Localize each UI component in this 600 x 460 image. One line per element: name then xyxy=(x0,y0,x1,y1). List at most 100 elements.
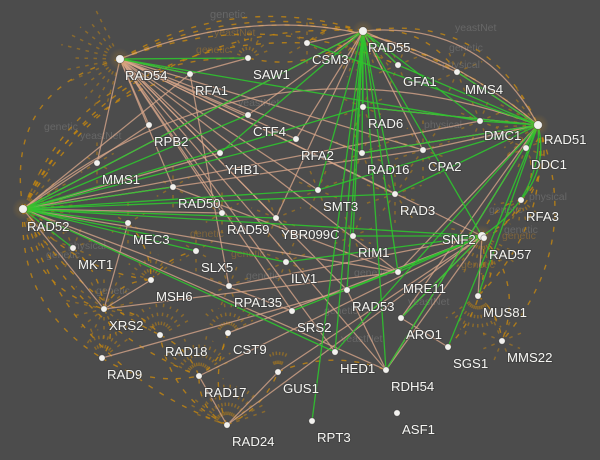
edge-RAD24-RAD17-other xyxy=(198,375,228,426)
node-label-MKT1: MKT1 xyxy=(78,257,113,272)
edge-RAD54-RAD51-physical xyxy=(119,24,539,126)
node-ARO1[interactable] xyxy=(397,314,405,322)
node-RAD17[interactable] xyxy=(195,372,203,380)
node-RAD51[interactable] xyxy=(533,120,543,130)
node-CSM3[interactable] xyxy=(303,39,311,47)
node-label-RAD17: RAD17 xyxy=(204,385,247,400)
node-CST9[interactable] xyxy=(224,329,232,337)
node-label-CSM3: CSM3 xyxy=(312,52,349,67)
node-label-RAD9: RAD9 xyxy=(107,367,142,382)
node-SRS2[interactable] xyxy=(288,307,296,315)
node-RAD54[interactable] xyxy=(115,54,125,64)
node-label-SRS2: SRS2 xyxy=(297,320,331,335)
node-SLX5[interactable] xyxy=(192,247,200,255)
dash-burst-MMS1 xyxy=(80,142,115,184)
node-MKT1[interactable] xyxy=(69,244,77,252)
node-RFA1[interactable] xyxy=(186,70,194,78)
node-RIM1[interactable] xyxy=(349,232,357,240)
node-RAD52[interactable] xyxy=(18,204,28,214)
edge-RAD55-SMT3-genetic xyxy=(317,30,364,191)
node-DMC1[interactable] xyxy=(476,117,484,125)
edge-SNF2-MMS22-other xyxy=(481,235,511,342)
node-CTF4[interactable] xyxy=(244,111,252,119)
edge-ARO1-SGS1-physical xyxy=(400,317,449,348)
dash-burst-MMS22 xyxy=(478,319,526,364)
edge-RAD52-DMC1-physical xyxy=(22,120,481,210)
edge-RAD51-HED1-genetic xyxy=(334,124,539,353)
edge-RAD24-RAD18-other xyxy=(159,334,228,426)
node-ASF1[interactable] xyxy=(393,409,401,417)
node-label-SNF2: SNF2 xyxy=(442,232,476,247)
node-label-MEC3: MEC3 xyxy=(133,232,170,247)
node-XRS2[interactable] xyxy=(100,305,108,313)
edge-RAD51-MUS81-other xyxy=(477,124,541,297)
node-RAD6[interactable] xyxy=(359,103,367,111)
node-RDH54[interactable] xyxy=(382,366,390,374)
edge-RAD54-RAD50-physical xyxy=(119,58,174,188)
node-MMS1[interactable] xyxy=(93,159,101,167)
node-label-ILV1: ILV1 xyxy=(291,271,317,286)
edge-RAD54-MRE11-physical xyxy=(119,58,399,273)
edge-RAD54-HED1-physical xyxy=(119,58,336,353)
edge-XRS2-MSH6-physical xyxy=(103,279,152,310)
node-MRE11[interactable] xyxy=(394,268,402,276)
edge-RAD55-MMS4-other xyxy=(362,29,458,73)
node-RAD55[interactable] xyxy=(358,26,368,36)
node-RAD59[interactable] xyxy=(218,209,226,217)
node-GUS1[interactable] xyxy=(274,368,282,376)
edge-RAD51-GFA1-genetic xyxy=(397,64,539,126)
node-RFA2[interactable] xyxy=(292,135,300,143)
edge-RAD52-RAD3-genetic xyxy=(22,193,396,210)
edge-SNF2-SGS1-other xyxy=(447,235,485,348)
node-RAD18[interactable] xyxy=(156,331,164,339)
node-MUS81[interactable] xyxy=(474,292,482,300)
node-label-RFA1: RFA1 xyxy=(195,83,228,98)
node-SGS1[interactable] xyxy=(444,343,452,351)
node-YBR099C[interactable] xyxy=(272,214,280,222)
node-label-RIM1: RIM1 xyxy=(358,245,390,260)
edge-RAD52-XRS2-physical xyxy=(22,208,105,310)
node-SMT3[interactable] xyxy=(314,186,322,194)
node-RAD16[interactable] xyxy=(358,149,366,157)
node-RAD53[interactable] xyxy=(343,286,351,294)
node-label-CPA2: CPA2 xyxy=(428,159,461,174)
node-SAW1[interactable] xyxy=(244,54,252,62)
edge-MUS81-MMS22-other xyxy=(477,295,503,342)
edge-RAD52-RAD6-genetic xyxy=(22,106,364,210)
node-MMS22[interactable] xyxy=(498,337,506,345)
edge-RAD51-RFA3-other xyxy=(520,124,545,201)
node-label-RAD16: RAD16 xyxy=(367,162,410,177)
node-ILV1[interactable] xyxy=(282,258,290,266)
node-RPT3[interactable] xyxy=(308,417,316,425)
node-YHB1[interactable] xyxy=(216,149,224,157)
edge-RAD52-SNF2-genetic xyxy=(22,208,483,237)
node-CPA2[interactable] xyxy=(419,146,427,154)
node-RPA135[interactable] xyxy=(225,282,233,290)
edge-RDH54-SNF2-physical xyxy=(385,235,483,371)
edge-SNF2-RAD17-physical xyxy=(198,235,483,377)
node-GFA1[interactable] xyxy=(394,61,402,69)
node-RAD3[interactable] xyxy=(391,190,399,198)
node-MMS4[interactable] xyxy=(453,68,461,76)
edge-RAD52-SRS2-physical xyxy=(22,208,293,312)
node-label-RAD24: RAD24 xyxy=(232,434,275,449)
node-label-XRS2: XRS2 xyxy=(109,318,143,333)
node-DDC1[interactable] xyxy=(522,144,530,152)
node-HED1[interactable] xyxy=(331,348,339,356)
edge-RAD52-YBR099C-genetic xyxy=(22,208,277,219)
node-RAD9[interactable] xyxy=(98,354,106,362)
node-RAD24[interactable] xyxy=(223,421,231,429)
node-RAD57[interactable] xyxy=(480,234,488,242)
node-label-RAD6: RAD6 xyxy=(368,116,403,131)
edge-type-watermark: genetic xyxy=(210,9,246,21)
node-RPB2[interactable] xyxy=(145,121,153,129)
node-RAD50[interactable] xyxy=(169,183,177,191)
node-MEC3[interactable] xyxy=(124,219,132,227)
node-RFA3[interactable] xyxy=(517,196,525,204)
edge-RAD51-SNF2-genetic xyxy=(481,124,540,237)
edge-type-watermark: genetic xyxy=(461,259,495,271)
dash-burst-MSH6 xyxy=(128,251,175,279)
node-MSH6[interactable] xyxy=(147,276,155,284)
